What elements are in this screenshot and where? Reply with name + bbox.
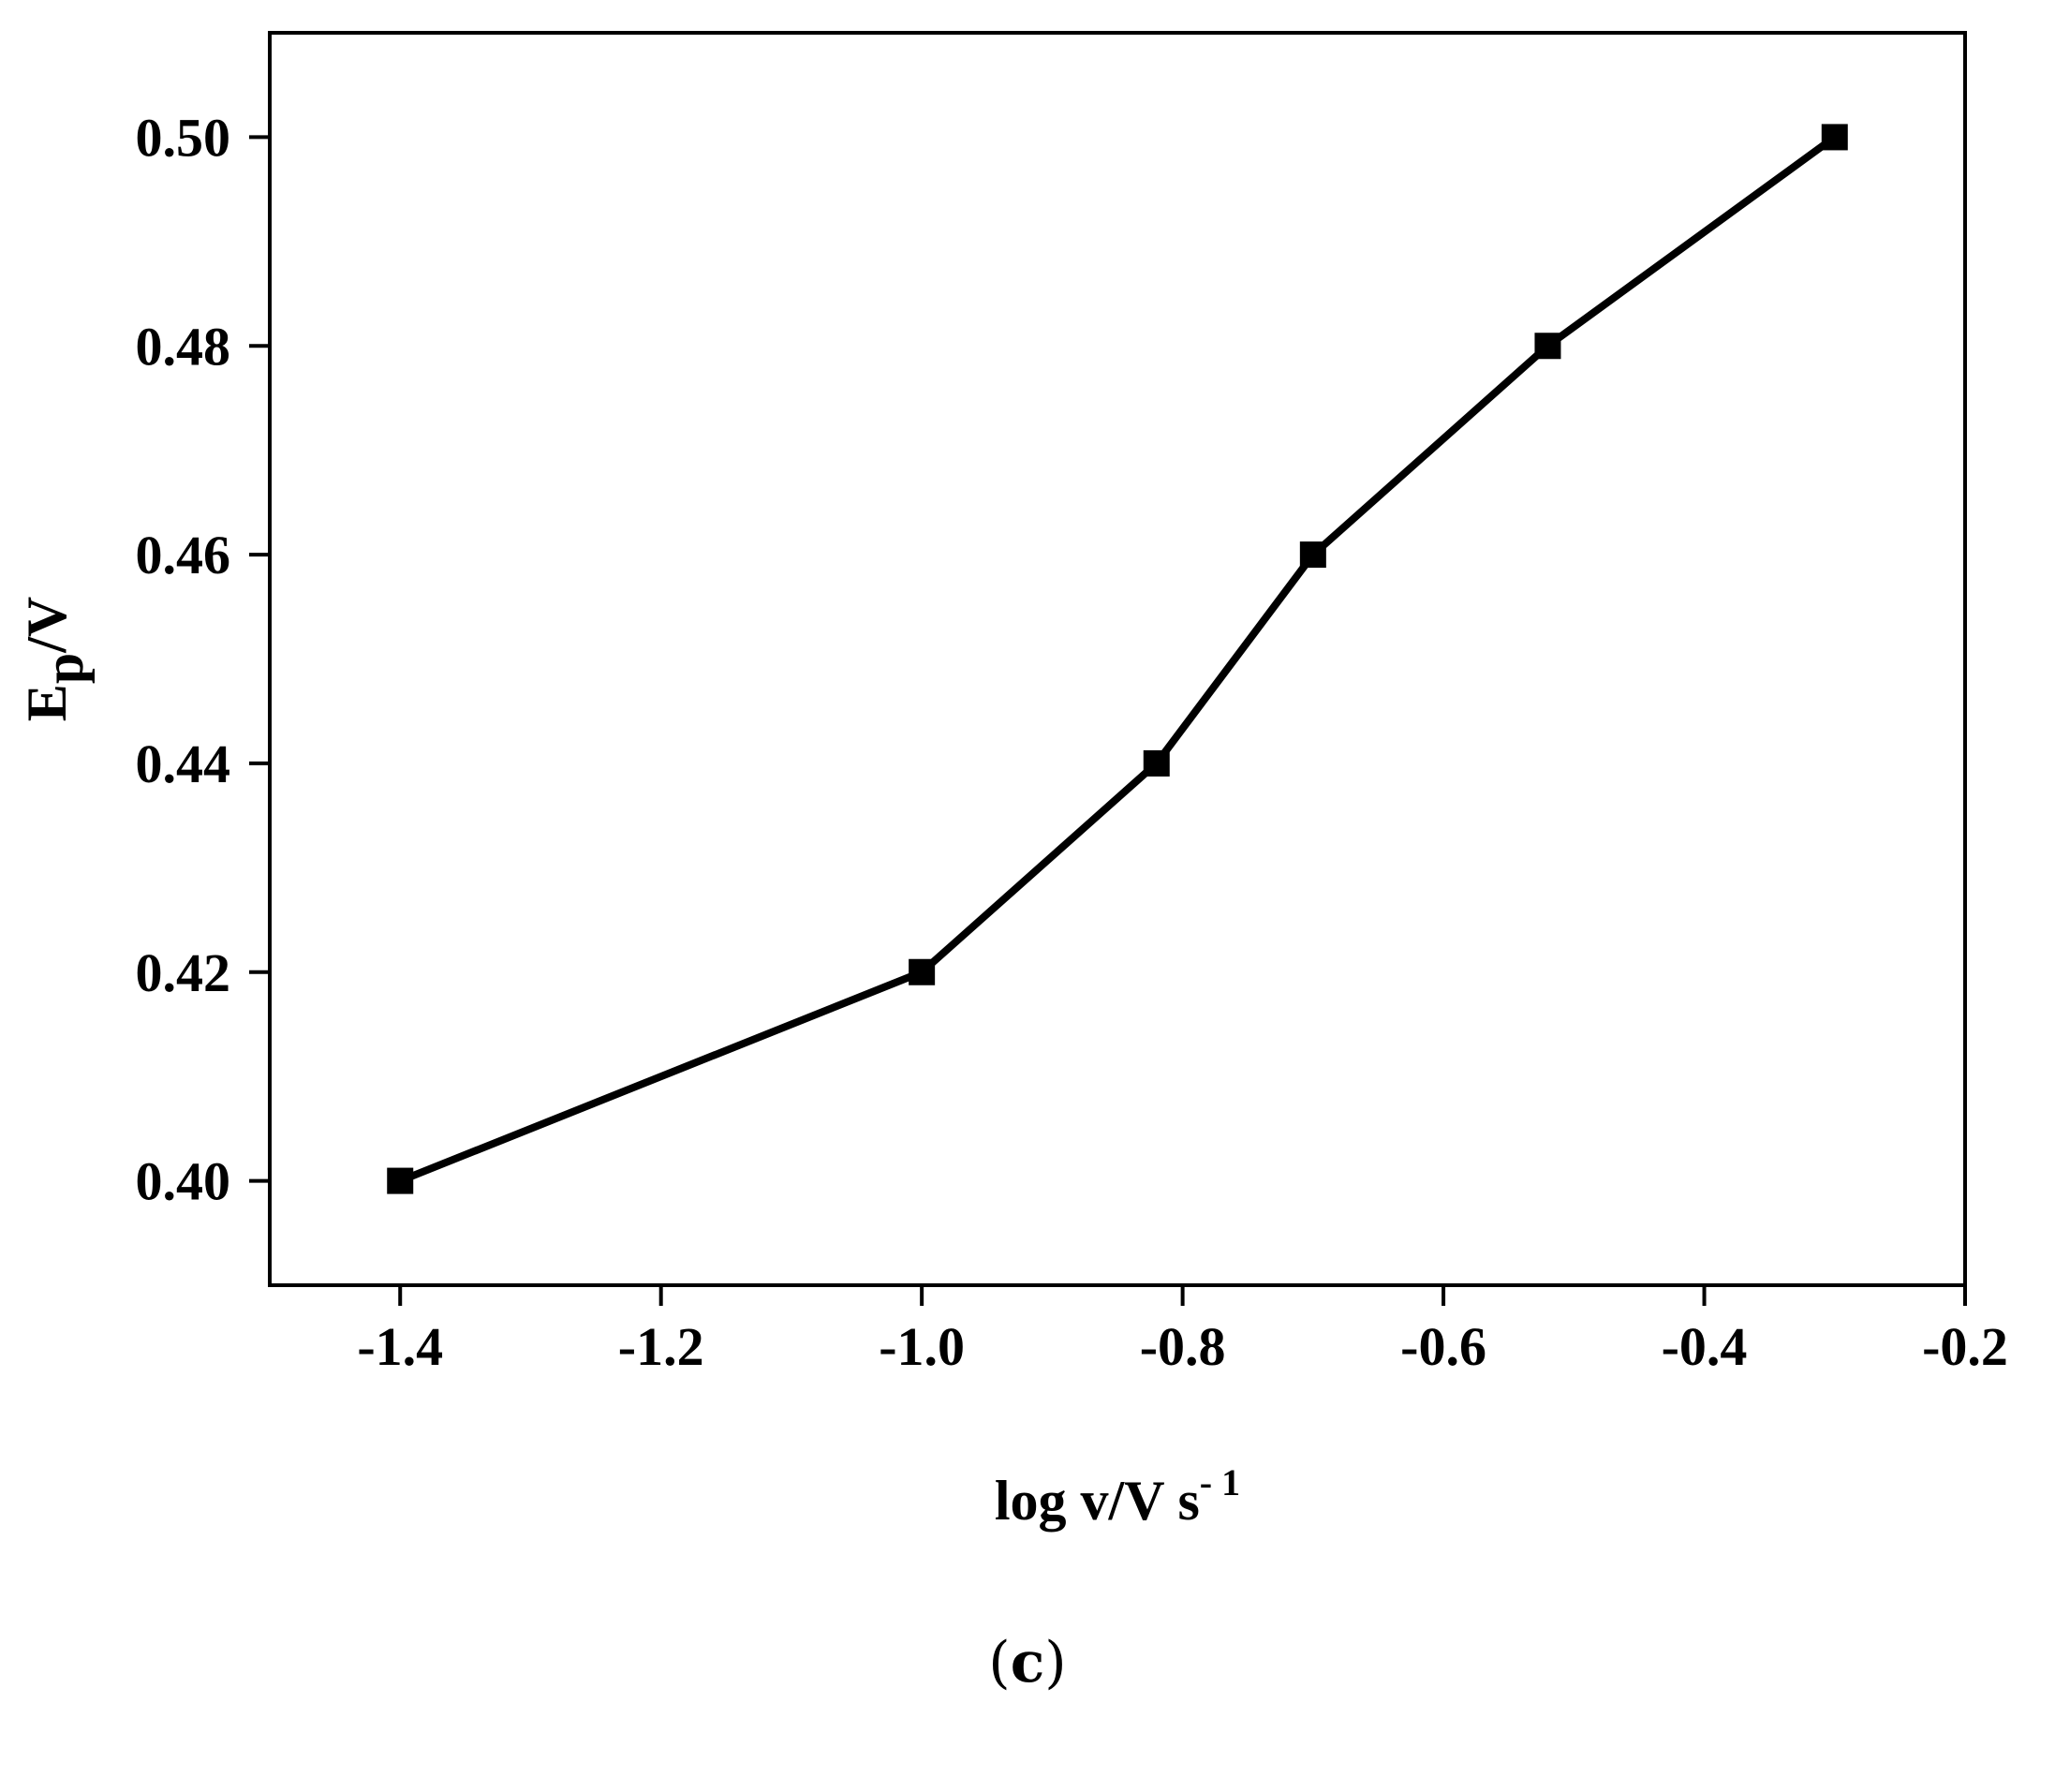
- y-axis-title-suffix: /V: [16, 597, 78, 654]
- x-tick-label: -1.2: [618, 1316, 704, 1377]
- x-tick-label: -0.8: [1140, 1316, 1226, 1377]
- y-axis-title-main: E: [16, 684, 78, 721]
- x-axis-title: log v/V s- 1: [995, 1461, 1240, 1532]
- tick-labels: -1.4 -1.2 -1.0 -0.8 -0.6 -0.4 -0.2 0.40 0.42 0.44…: [136, 107, 2008, 1377]
- y-tick-label: 0.40: [136, 1151, 231, 1212]
- plot-area-border: [268, 31, 1967, 1287]
- data-point-marker: [1821, 124, 1848, 151]
- y-tick-label: 0.48: [136, 316, 231, 377]
- panel-label-close: ): [1044, 1630, 1067, 1696]
- x-axis-title-superscript: - 1: [1200, 1461, 1240, 1503]
- plot-frame: [268, 31, 1967, 1287]
- data-point-marker: [387, 1167, 414, 1194]
- x-tick-label: -0.2: [1922, 1316, 2008, 1377]
- y-axis-title: Ep/V: [16, 597, 95, 721]
- y-tick-label: 0.42: [136, 942, 231, 1003]
- data-point-marker: [1299, 541, 1326, 569]
- series-line-layer: [398, 134, 1838, 1185]
- y-axis-title-subscript: p: [33, 653, 95, 684]
- data-point-marker: [1534, 333, 1561, 360]
- x-axis-title-text: log v/V s: [995, 1470, 1200, 1532]
- x-tick-label: -0.4: [1662, 1316, 1748, 1377]
- data-point-marker: [1143, 749, 1170, 777]
- x-tick-label: -0.6: [1400, 1316, 1486, 1377]
- panel-label-letter: c: [1010, 1630, 1045, 1696]
- x-tick-label: -1.0: [879, 1316, 965, 1377]
- data-point-marker: [909, 958, 936, 985]
- panel-label: (c): [0, 1630, 2055, 1696]
- series-line: [398, 134, 1838, 1185]
- y-tick-label: 0.44: [136, 733, 231, 794]
- series-marker-layer: [387, 124, 1848, 1194]
- y-tick-label: 0.46: [136, 525, 231, 585]
- panel-label-open: (: [988, 1630, 1011, 1696]
- y-tick-label: 0.50: [136, 107, 231, 168]
- axis-ticks: [249, 135, 1967, 1306]
- x-tick-label: -1.4: [357, 1316, 443, 1377]
